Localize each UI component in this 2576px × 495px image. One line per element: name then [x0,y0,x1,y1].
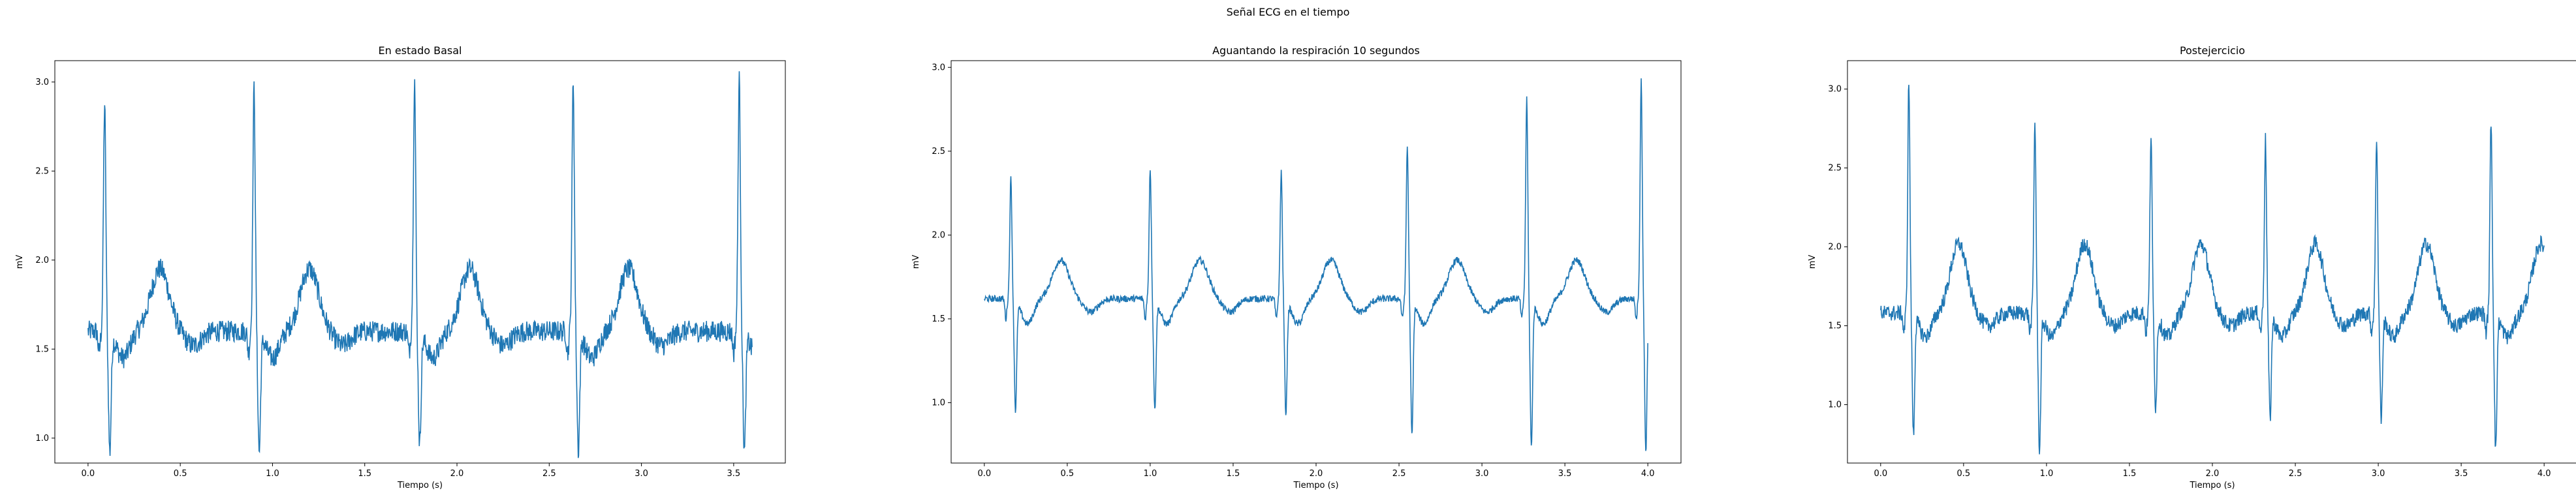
x-tick-label: 0.5 [1957,469,1971,479]
y-tick-label: 1.0 [35,434,49,443]
x-tick-label: 1.5 [2123,469,2137,479]
x-tick-label: 2.0 [1310,469,1323,479]
ecg-series-line [87,71,753,458]
x-tick-label: 0.5 [174,469,187,479]
x-tick-label: 3.5 [2455,469,2468,479]
y-tick-label: 2.0 [35,256,49,265]
ecg-series-line [1880,85,2545,455]
chart-panel: En estado Basal 0.0 0.5 1.0 1.5 2.0 2.5 3.0 3.5 1… [15,44,786,490]
x-axis-label: Tiempo (s) [397,481,443,490]
y-tick-label: 2.5 [932,147,945,157]
x-tick-label: 3.5 [1558,469,1572,479]
y-tick-label: 2.0 [1828,243,1842,252]
x-tick-label: 2.5 [542,469,556,479]
x-tick-label: 2.0 [450,469,464,479]
ecg-series-line [984,78,1648,451]
y-tick-label: 2.5 [35,166,49,176]
y-tick-label: 2.5 [1828,164,1842,173]
chart-panel: Postejercicio 0.0 0.5 1.0 1.5 2.0 2.5 3.0 3.5 4.0… [1808,44,2576,490]
chart-panel: Aguantando la respiración 10 segundos 0.0… [911,44,1682,490]
x-tick-label: 1.5 [1227,469,1240,479]
y-tick-label: 1.5 [35,344,49,354]
x-tick-label: 4.0 [1641,469,1655,479]
chart-title: Aguantando la respiración 10 segundos [1212,44,1420,57]
x-axis-label: Tiempo (s) [1293,481,1338,490]
x-tick-label: 1.0 [266,469,279,479]
y-tick-label: 1.5 [932,314,945,324]
chart-title: Postejercicio [2180,44,2245,57]
y-axis-label: mV [1808,255,1817,269]
x-tick-label: 1.0 [1144,469,1157,479]
y-tick-label: 3.0 [1828,85,1842,95]
x-tick-label: 3.0 [2372,469,2385,479]
y-tick-label: 2.0 [932,230,945,240]
y-tick-label: 1.5 [1828,321,1842,331]
x-tick-label: 0.5 [1061,469,1075,479]
x-tick-label: 0.0 [82,469,95,479]
y-tick-label: 1.0 [1828,400,1842,410]
x-tick-label: 4.0 [2537,469,2551,479]
y-axis-label: mV [911,255,921,269]
x-tick-label: 1.0 [2040,469,2054,479]
y-tick-label: 3.0 [932,63,945,72]
x-tick-label: 2.5 [2289,469,2302,479]
x-tick-label: 0.0 [977,469,991,479]
x-tick-label: 2.0 [2206,469,2220,479]
x-tick-label: 0.0 [1874,469,1887,479]
y-tick-label: 1.0 [932,398,945,408]
axes-frame [54,60,786,464]
chart-title: En estado Basal [379,44,462,57]
x-axis-label: Tiempo (s) [2189,481,2235,490]
y-tick-label: 3.0 [35,78,49,87]
x-tick-label: 3.0 [635,469,648,479]
figure-title: Señal ECG en el tiempo [1227,6,1350,18]
x-tick-label: 3.0 [1475,469,1489,479]
x-tick-label: 2.5 [1392,469,1406,479]
axes-frame [1847,60,2576,464]
x-tick-label: 1.5 [358,469,371,479]
y-axis-label: mV [15,255,25,269]
x-tick-label: 3.5 [727,469,741,479]
